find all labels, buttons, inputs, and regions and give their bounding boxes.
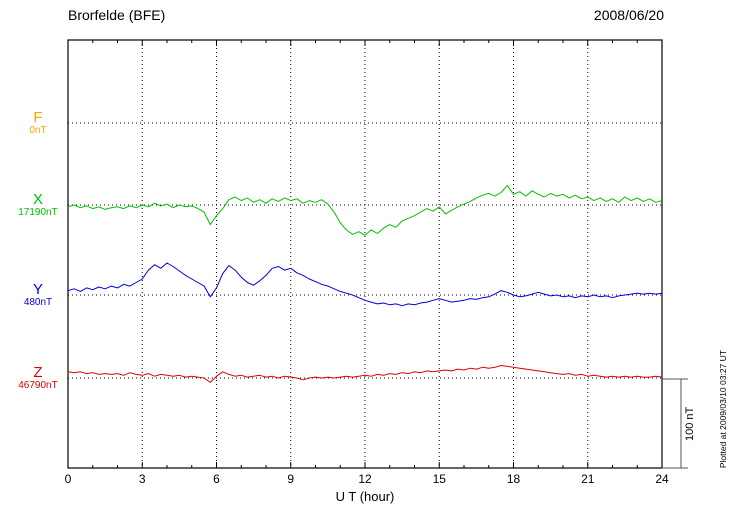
component-label-X: X xyxy=(32,191,43,208)
x-tick-label: 3 xyxy=(138,472,146,486)
x-tick-label: 24 xyxy=(655,472,669,486)
component-baseline-F: 0nT xyxy=(29,125,47,136)
component-label-Z: Z xyxy=(33,364,43,381)
trace-Y xyxy=(67,262,663,307)
station-title: Brorfelde (BFE) xyxy=(68,7,166,23)
component-label-Y: Y xyxy=(32,281,43,298)
trace-Z xyxy=(67,365,663,383)
scale-bar-label: 100 nT xyxy=(684,406,696,441)
x-tick-label: 9 xyxy=(287,472,295,486)
x-tick-label: 21 xyxy=(581,472,595,486)
component-baseline-Y: 480nT xyxy=(23,297,53,308)
plot-date: 2008/06/20 xyxy=(593,7,664,23)
x-tick-label: 15 xyxy=(432,472,446,486)
plot-frame xyxy=(67,39,663,469)
x-tick-label: 18 xyxy=(506,472,521,486)
x-tick-label: 12 xyxy=(358,472,372,486)
component-baseline-Z: 46790nT xyxy=(18,380,58,391)
x-tick-label: 0 xyxy=(64,472,72,486)
x-axis-label: U T (hour) xyxy=(335,489,395,504)
x-tick-label: 6 xyxy=(213,472,220,486)
component-label-F: F xyxy=(33,109,43,126)
trace-X xyxy=(67,184,663,236)
plotted-at-note: Plotted at 2009/03/10 03:27 UT xyxy=(718,349,728,468)
component-baseline-X: 17190nT xyxy=(18,207,58,218)
